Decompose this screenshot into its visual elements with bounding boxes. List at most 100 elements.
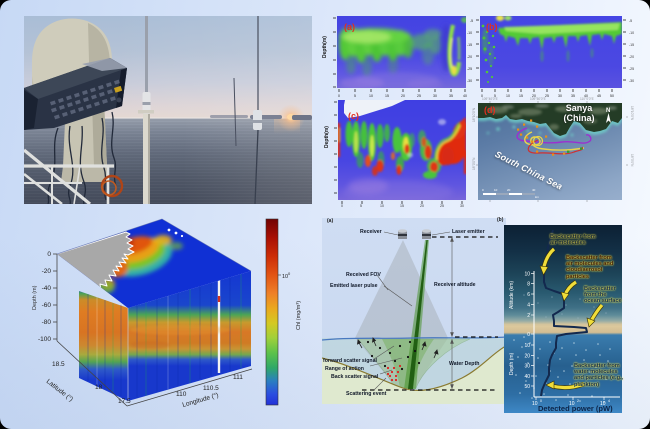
svg-text:-60: -60 [42,302,52,309]
svg-text:2: 2 [527,313,530,319]
svg-text:Laser emitter: Laser emitter [452,229,485,235]
svg-text:Received FOV: Received FOV [346,272,381,278]
svg-text:-25: -25 [629,67,634,71]
svg-text:110.5: 110.5 [203,385,219,392]
svg-text:10: 10 [494,188,498,192]
svg-text:35: 35 [571,94,575,98]
svg-text:20: 20 [532,94,536,98]
svg-text:18.5: 18.5 [52,361,65,368]
svg-text:18: 18 [95,384,103,391]
svg-text:-30: -30 [629,79,634,83]
svg-text:-100: -100 [38,336,51,343]
svg-text:17.5: 17.5 [118,398,131,405]
svg-text:30: 30 [524,364,530,370]
svg-text:(a): (a) [344,22,355,32]
svg-text:25: 25 [417,94,421,98]
svg-text:-5: -5 [470,19,473,23]
svg-text:4: 4 [527,303,530,309]
svg-text:0: 0 [481,94,483,98]
svg-text:30: 30 [433,94,437,98]
svg-text:110: 110 [176,391,187,398]
svg-text:18°10'0"N: 18°10'0"N [472,107,476,122]
svg-text:10: 10 [569,401,575,407]
svg-text:15: 15 [519,94,523,98]
svg-text:-15: -15 [467,43,472,47]
svg-text:Altitude (km): Altitude (km) [509,281,515,309]
svg-text:18°0'0"N: 18°0'0"N [630,154,634,167]
svg-text:-20: -20 [42,268,52,275]
svg-text:10: 10 [380,204,384,208]
svg-text:Back scatter signal: Back scatter signal [331,374,379,380]
svg-text:Emitted laser pulse: Emitted laser pulse [330,283,378,289]
svg-text:5: 5 [494,94,496,98]
svg-text:25: 25 [440,204,444,208]
svg-text:15: 15 [385,94,389,98]
svg-text:Range of action: Range of action [325,366,364,372]
svg-text:-10: -10 [629,31,634,35]
svg-text:-10: -10 [467,31,472,35]
svg-text:2: 2 [577,399,579,403]
svg-text:15: 15 [400,204,404,208]
svg-text:Latitude (°): Latitude (°) [45,377,75,403]
svg-text:Receiver: Receiver [360,229,382,235]
svg-text:0: 0 [482,188,484,192]
svg-text:109°50'0"E: 109°50'0"E [530,97,546,101]
svg-text:0: 0 [540,399,542,403]
svg-text:20: 20 [420,204,424,208]
svg-text:20: 20 [524,354,530,360]
svg-text:30: 30 [460,204,464,208]
svg-text:40: 40 [463,94,467,98]
svg-text:km: km [535,195,540,199]
svg-text:8: 8 [527,282,530,288]
svg-text:40: 40 [532,188,536,192]
svg-text:Chl (mg/m³): Chl (mg/m³) [296,301,302,330]
svg-text:Receiver altitude: Receiver altitude [434,282,476,288]
svg-text:35: 35 [449,94,453,98]
svg-text:10: 10 [282,274,288,280]
svg-text:0: 0 [47,251,51,258]
svg-text:Longitude (°): Longitude (°) [181,391,219,409]
svg-text:0: 0 [338,94,340,98]
svg-text:10: 10 [524,343,530,349]
svg-text:111: 111 [233,374,243,381]
svg-text:10: 10 [369,94,373,98]
svg-text:-30: -30 [467,79,472,83]
svg-text:10: 10 [532,401,538,407]
svg-text:Water Depth: Water Depth [449,361,479,367]
svg-text:20: 20 [401,94,405,98]
svg-text:18°10'0"N: 18°10'0"N [630,106,634,121]
svg-text:-40: -40 [42,285,52,292]
svg-text:-15: -15 [629,43,634,47]
svg-text:10: 10 [506,94,510,98]
svg-text:4: 4 [608,399,610,403]
svg-text:-5: -5 [629,19,632,23]
svg-text:40: 40 [524,374,530,380]
svg-text:18°0'0"N: 18°0'0"N [472,157,476,170]
svg-text:-25: -25 [467,67,472,71]
svg-text:(c): (c) [348,111,359,121]
svg-text:Depth (m): Depth (m) [509,352,515,375]
svg-text:5: 5 [354,94,356,98]
svg-text:10: 10 [600,401,606,407]
svg-text:-80: -80 [42,319,52,326]
svg-text:0: 0 [341,204,343,208]
svg-text:Depth (m): Depth (m) [32,285,38,310]
svg-text:0: 0 [527,332,530,338]
svg-text:30: 30 [558,94,562,98]
svg-text:5: 5 [360,204,362,208]
svg-text:0: 0 [288,271,291,276]
svg-text:6: 6 [527,292,530,298]
svg-text:N: N [606,108,610,114]
svg-text:50: 50 [610,94,614,98]
svg-text:20: 20 [507,188,511,192]
svg-text:40: 40 [584,94,588,98]
svg-text:10: 10 [524,272,530,278]
svg-text:25: 25 [545,94,549,98]
svg-text:Scattering event: Scattering event [346,391,387,397]
svg-text:110°0'0"E: 110°0'0"E [580,97,594,101]
svg-text:50: 50 [524,384,530,390]
svg-text:(b): (b) [486,22,498,32]
svg-text:-20: -20 [467,55,472,59]
svg-text:45: 45 [597,94,601,98]
svg-text:109°40'0"E: 109°40'0"E [482,97,498,101]
